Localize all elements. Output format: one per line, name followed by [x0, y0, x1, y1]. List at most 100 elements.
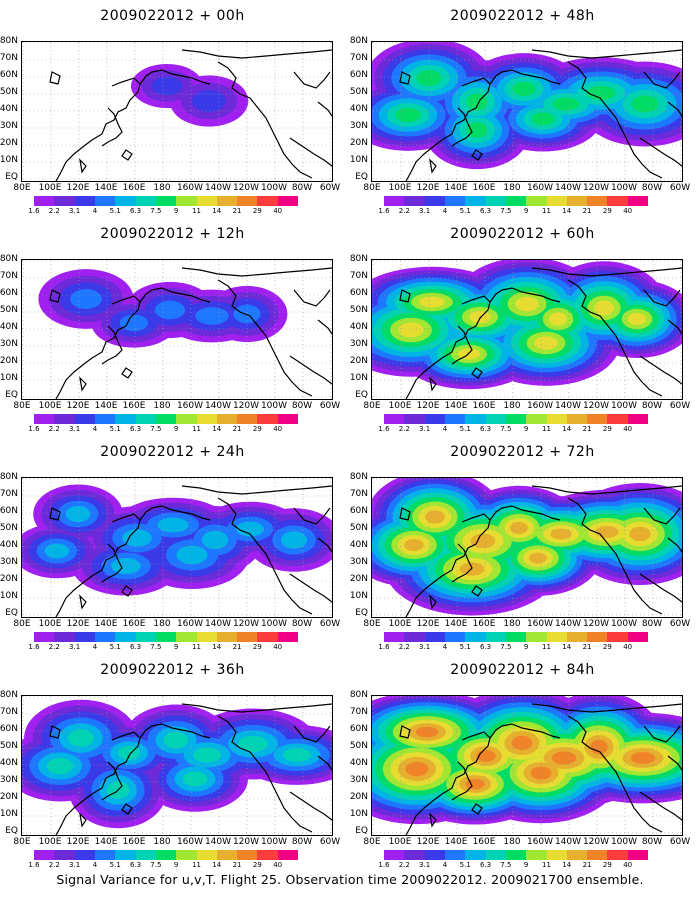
- coastline: [289, 355, 332, 385]
- latitude-label: 10N: [0, 591, 18, 601]
- colorbar-label: 1.6: [28, 207, 40, 215]
- longitude-label: 120W: [582, 401, 610, 411]
- coastline: [405, 731, 491, 835]
- coastline: [511, 69, 561, 85]
- colorbar-swatch: [54, 632, 75, 642]
- longitude-label: 80E: [363, 837, 381, 847]
- colorbar-label: 4: [92, 861, 98, 869]
- latitude-label: 80N: [349, 254, 368, 264]
- colorbar-label: 1.6: [378, 207, 390, 215]
- longitude-label: 120E: [66, 183, 90, 193]
- longitude-label: 160W: [176, 183, 204, 193]
- colorbar-label: 14: [562, 425, 572, 433]
- latitude-label: 20N: [349, 138, 368, 148]
- latitude-label: 70N: [0, 707, 18, 717]
- colorbar-swatch: [34, 632, 55, 642]
- coastline: [49, 289, 61, 303]
- coastline: [643, 71, 681, 89]
- longitude-label: 100E: [38, 837, 62, 847]
- longitude-label: 100W: [260, 619, 288, 629]
- coastline: [293, 507, 331, 525]
- latitude-label: 80N: [0, 36, 18, 46]
- colorbar-label: 9: [173, 861, 179, 869]
- colorbar-swatch: [465, 196, 486, 206]
- colorbar-label: 21: [232, 207, 242, 215]
- colorbar-label: 6.3: [129, 425, 142, 433]
- longitude-label: 60W: [319, 837, 341, 847]
- coastline: [471, 585, 483, 597]
- variance-contour: [529, 552, 547, 564]
- colorbar-swatch: [424, 850, 445, 860]
- longitude-label: 100E: [38, 619, 62, 629]
- latitude-label: EQ: [355, 390, 368, 400]
- colorbar-label: 5.1: [109, 861, 121, 869]
- coastline: [639, 137, 682, 167]
- coastline: [101, 325, 123, 365]
- longitude-label: 140W: [204, 837, 232, 847]
- latitude-label: 70N: [0, 271, 18, 281]
- colorbar-swatch: [277, 850, 299, 860]
- variance-contour: [534, 336, 558, 350]
- colorbar-label: 21: [232, 425, 242, 433]
- longitude-label: 140W: [554, 183, 582, 193]
- colorbar-label: 6.3: [129, 643, 142, 651]
- longitude-label: 160W: [176, 619, 204, 629]
- latitude-label: 10N: [349, 809, 368, 819]
- longitude-label: 120E: [416, 837, 440, 847]
- longitude-label: 180: [503, 837, 521, 847]
- colorbar-swatch: [257, 632, 278, 642]
- latitude-label: 70N: [349, 53, 368, 63]
- variance-contour: [631, 95, 659, 113]
- coastline: [643, 725, 681, 743]
- variance-contour: [65, 505, 91, 523]
- longitude-label: 60W: [319, 619, 341, 629]
- latitude-label: 70N: [0, 53, 18, 63]
- colorbar-swatch: [627, 632, 649, 642]
- colorbar-label: 40: [623, 425, 633, 433]
- coastline: [567, 279, 663, 397]
- latitude-label: 80N: [349, 36, 368, 46]
- colorbar-swatch: [216, 414, 238, 424]
- variance-contour: [512, 81, 536, 97]
- colorbar-swatch: [196, 632, 217, 642]
- longitude-label: 120E: [66, 837, 90, 847]
- coastline: [79, 158, 87, 174]
- latitude-label: 40N: [0, 758, 18, 768]
- longitude-label: 120W: [232, 401, 260, 411]
- colorbar-swatch: [424, 414, 445, 424]
- longitude-label: 160W: [526, 183, 554, 193]
- latitude-label: 10N: [349, 373, 368, 383]
- colorbar-label: 6.3: [129, 207, 142, 215]
- colorbar-label: 7.5: [500, 207, 512, 215]
- colorbar-label: 40: [623, 643, 633, 651]
- colorbar-label: 11: [191, 207, 201, 215]
- longitude-label: 180: [153, 619, 171, 629]
- colorbar-label: 3.1: [419, 861, 431, 869]
- longitude-label: 140E: [444, 837, 468, 847]
- variance-contour: [550, 528, 572, 540]
- coastline: [139, 287, 163, 303]
- latitude-label: 50N: [349, 741, 368, 751]
- longitude-label: 140W: [554, 619, 582, 629]
- latitude-label: 40N: [349, 322, 368, 332]
- colorbar-label: 29: [602, 425, 612, 433]
- colorbar: [384, 850, 649, 860]
- variance-contour: [192, 90, 226, 112]
- latitude-label: 30N: [349, 557, 368, 567]
- variance-contour: [465, 778, 485, 790]
- colorbar-labels: 1.6 2.2 3.1 4 5.1 6.3 7.5 9 11 14 21 29 40: [378, 643, 648, 653]
- coastline: [531, 485, 682, 495]
- variance-contour: [117, 746, 141, 760]
- colorbar-label: 4: [442, 207, 448, 215]
- panel-title: 2009022012 + 84h: [450, 662, 595, 678]
- coastline: [79, 812, 87, 828]
- colorbar-swatch: [424, 632, 445, 642]
- coastline: [181, 485, 332, 495]
- longitude-label: 180: [503, 183, 521, 193]
- latitude-label: 70N: [349, 707, 368, 717]
- longitude-label: 60W: [669, 619, 691, 629]
- colorbar-label: 14: [562, 207, 572, 215]
- panel-title: 2009022012 + 36h: [100, 662, 245, 678]
- colorbar-label: 5.1: [109, 643, 121, 651]
- colorbar-swatch: [384, 414, 405, 424]
